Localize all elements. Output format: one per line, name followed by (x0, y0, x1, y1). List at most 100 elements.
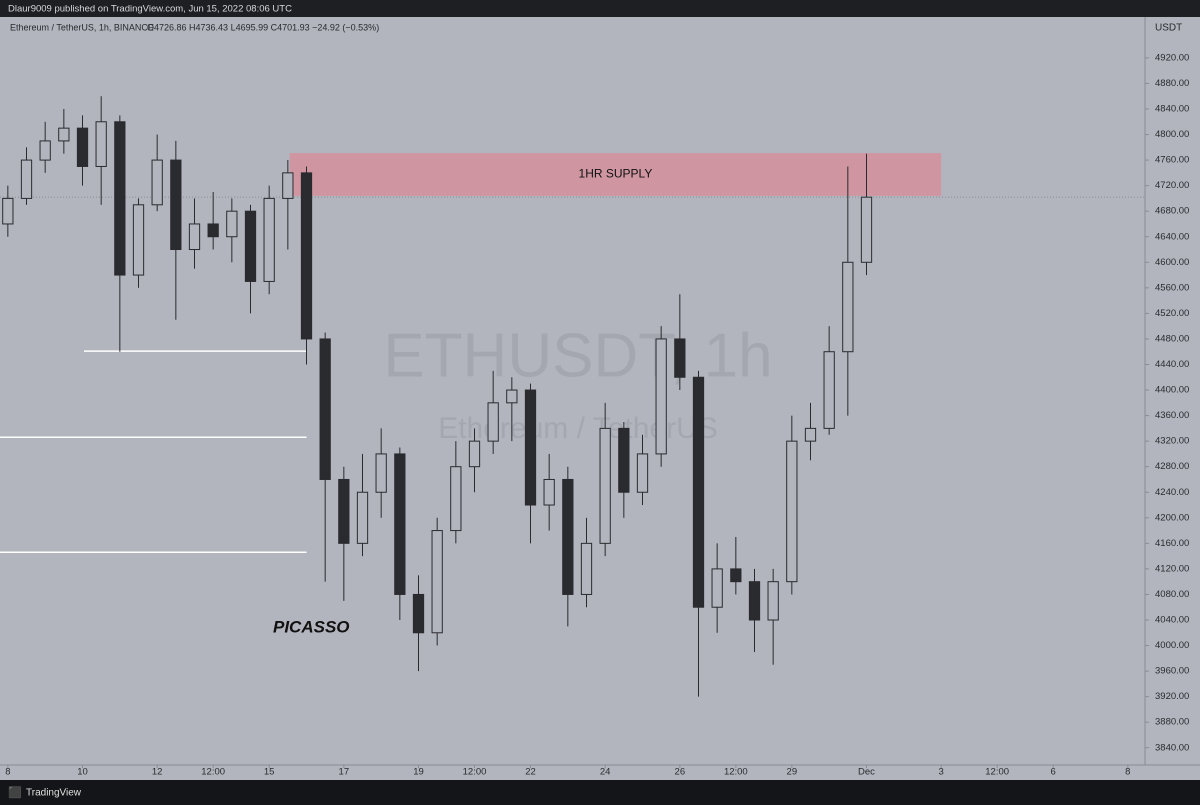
candle-body (711, 568, 723, 608)
x-tick-label: 12:00 (463, 767, 487, 778)
supply-zone (289, 153, 942, 196)
x-tick-label: 12:00 (985, 767, 1009, 778)
y-tick-label: 4200.00 (1155, 512, 1189, 523)
x-tick-label: 8 (1125, 767, 1130, 778)
y-tick-label: 4520.00 (1155, 308, 1189, 319)
candle-body (188, 223, 201, 251)
candle-body (95, 121, 107, 167)
candle-body (170, 159, 182, 251)
candle-body (394, 453, 406, 595)
watermark-sub: Ethereum / TetherUS (438, 412, 718, 445)
y-tick-label: 4560.00 (1155, 282, 1189, 293)
x-tick-label: 22 (525, 767, 536, 778)
candle-body (786, 440, 798, 583)
x-tick-label: 12:00 (724, 767, 748, 778)
y-tick-label: 3880.00 (1155, 717, 1189, 728)
candle-body (860, 196, 873, 263)
x-tick-label: 12 (152, 767, 163, 778)
candle-body (39, 140, 51, 161)
candle-body (674, 338, 686, 378)
y-tick-label: 4040.00 (1155, 615, 1189, 626)
candle-body (20, 159, 33, 199)
candle-body (300, 172, 313, 340)
candle-body (319, 338, 331, 480)
candle-body (487, 402, 499, 442)
candle-body (114, 121, 126, 276)
x-tick-label: 17 (339, 767, 350, 778)
candle-body (76, 127, 89, 167)
currency: USDT (1155, 23, 1182, 34)
y-tick-label: 4880.00 (1155, 78, 1189, 89)
plot: ETHUSDT, 1h Ethereum / TetherUS 1HR SUPPLY (0, 96, 1145, 697)
candle-body (263, 197, 275, 282)
top-bar (0, 0, 1200, 17)
y-tick-label: 4160.00 (1155, 538, 1189, 549)
x-tick-label: 24 (600, 767, 611, 778)
y-tick-label: 4640.00 (1155, 231, 1189, 242)
candle-body (226, 210, 238, 238)
x-tick-label: 8 (5, 767, 10, 778)
candle-body (132, 204, 145, 276)
brand: TradingView (26, 788, 82, 799)
y-tick-label: 3840.00 (1155, 742, 1189, 753)
y-tick-label: 4760.00 (1155, 155, 1189, 166)
candle-body (804, 427, 817, 442)
symbol-info: Ethereum / TetherUS, 1h, BINANCE (10, 22, 154, 32)
candle-body (842, 261, 854, 353)
x-tick-label: 19 (413, 767, 424, 778)
candle-body (431, 530, 443, 634)
y-tick-label: 4360.00 (1155, 410, 1189, 421)
y-tick-label: 4400.00 (1155, 385, 1189, 396)
y-tick-label: 4480.00 (1155, 333, 1189, 344)
candle-body (356, 491, 369, 544)
candle-body (207, 223, 219, 238)
candle-body (468, 440, 481, 468)
y-tick-label: 4680.00 (1155, 206, 1189, 217)
y-tick-label: 4600.00 (1155, 257, 1189, 268)
x-tick-label: 6 (1051, 767, 1056, 778)
candle-body (599, 427, 611, 544)
x-tick-label: 15 (264, 767, 275, 778)
candle-body (412, 593, 425, 634)
y-tick-label: 4920.00 (1155, 52, 1189, 63)
candle-body (730, 568, 742, 583)
ohlc: O4726.86 H4736.43 L4695.99 C4701.93 −24.… (147, 22, 379, 32)
x-tick-label: 10 (77, 767, 88, 778)
candle-body (618, 427, 630, 493)
y-tick-label: 4120.00 (1155, 563, 1189, 574)
candle-body (562, 478, 574, 595)
candle-body (506, 389, 518, 404)
supply-zone-label: 1HR SUPPLY (579, 167, 653, 181)
candle-body (823, 351, 835, 429)
candle-body (151, 159, 163, 206)
annotation: PICASSO (273, 617, 350, 636)
candle-body (244, 210, 257, 282)
candle-body (2, 197, 14, 225)
candle-body (282, 172, 294, 199)
y-tick-label: 4440.00 (1155, 359, 1189, 370)
candle-body (450, 466, 462, 532)
y-tick-label: 4280.00 (1155, 461, 1189, 472)
candle-body (767, 581, 779, 621)
x-tick-label: Dec (858, 767, 875, 778)
candle-body (636, 453, 649, 493)
bottom-bar (0, 780, 1200, 805)
candle-body (580, 542, 593, 595)
candle-body (524, 389, 537, 506)
y-tick-label: 3960.00 (1155, 666, 1189, 677)
candle-body (375, 453, 387, 493)
candle-body (748, 581, 761, 621)
brand-logo: ⬛ (8, 786, 22, 799)
candle-body (58, 127, 70, 142)
publisher: Dlaur9009 published on TradingView.com, … (8, 4, 292, 15)
y-tick-label: 4080.00 (1155, 589, 1189, 600)
candle-body (692, 376, 705, 608)
watermark: ETHUSDT, 1h (383, 321, 772, 390)
candle-body (338, 478, 350, 544)
x-tick-label: 3 (939, 767, 944, 778)
y-tick-label: 3920.00 (1155, 691, 1189, 702)
x-tick-label: 26 (675, 767, 686, 778)
candle-body (655, 338, 667, 455)
